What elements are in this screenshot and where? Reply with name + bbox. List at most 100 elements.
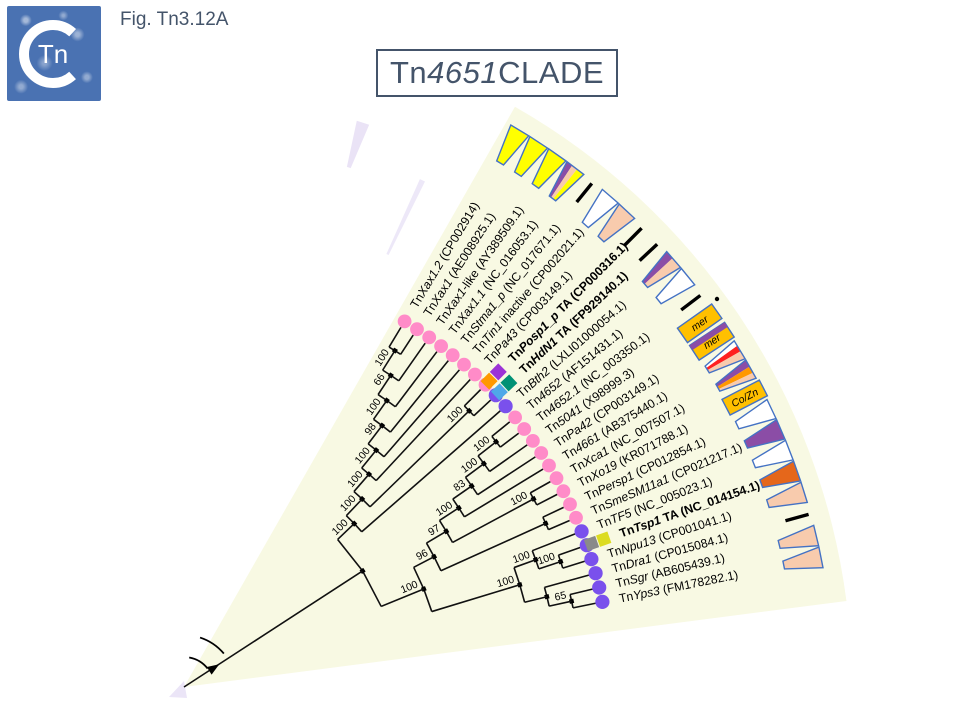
node-marker [557, 558, 564, 565]
tree-branch [431, 584, 521, 613]
tree-branch [544, 574, 590, 589]
taxon-label-part: Tn [568, 457, 587, 476]
taxon-label-part: Tn [552, 430, 572, 450]
leaf-dot [542, 458, 556, 473]
tree-branch [381, 350, 396, 371]
bootstrap-value: 100 [536, 550, 557, 567]
taxon-label-part: Tn [560, 444, 579, 463]
outer-wedge-stripe [642, 251, 673, 284]
tree-branch [477, 441, 497, 457]
taxon-label-part: Dra1 [624, 551, 653, 572]
tree-branch [423, 588, 433, 612]
outer-wedge [704, 339, 747, 374]
tree-branch [465, 462, 485, 478]
tree-branch [399, 334, 414, 355]
taxon-label-part: Tn [589, 499, 608, 517]
figure-label: Fig. Tn3.12A [120, 9, 229, 30]
node-marker [532, 556, 539, 563]
leaf-dot [588, 566, 603, 581]
taxon-label-part: Tn [421, 299, 441, 319]
tree-branch [337, 538, 364, 572]
title-prefix: Tn [389, 55, 428, 90]
tree-branch [440, 522, 547, 572]
tree-branch [548, 600, 572, 607]
leaf-dot [569, 510, 583, 525]
outer-wedge [597, 203, 636, 243]
tree-branch [425, 542, 435, 558]
outer-wedge [777, 524, 820, 550]
tree-branch [394, 351, 438, 408]
outer-wedge-stripe [514, 136, 548, 177]
leaf-dot [397, 314, 412, 329]
title-suffix: CLADE [498, 55, 605, 90]
outer-wedge-stripe [549, 161, 573, 198]
annotation-square [490, 383, 508, 401]
outer-wedge-stripe [496, 125, 529, 165]
tree-branch [473, 399, 492, 417]
taxon-label-part: Tn [618, 522, 637, 540]
stray-dot [714, 296, 720, 302]
tree-branch [413, 556, 435, 569]
tree-branch [383, 369, 461, 458]
tree-branch [491, 421, 511, 437]
taxon-label-part: Tn [614, 574, 631, 591]
annotation-square [480, 372, 498, 390]
leaf-dot [563, 497, 577, 512]
outer-wedge [531, 147, 567, 190]
outer-wedge [765, 481, 809, 509]
root-arc [189, 656, 209, 670]
collapsed-clade-sliver [346, 120, 370, 169]
collapsed-clade-sliver [386, 179, 425, 255]
leaf-dot [584, 552, 599, 567]
outer-wedge-stripe [582, 189, 619, 228]
taxon-label-part: Sgr [628, 569, 651, 587]
outer-wedge [495, 123, 530, 166]
outer-wedge-stripe [553, 169, 584, 201]
leaf-dot [498, 399, 513, 414]
tree-branch [412, 567, 425, 590]
tree-branch [361, 570, 382, 607]
tree-branch [562, 560, 585, 569]
tree-branch [513, 558, 536, 569]
root-arc [199, 636, 225, 655]
outer-wedge-stripe [532, 148, 566, 189]
tree-branch [542, 506, 564, 518]
outer-wedge [782, 546, 824, 570]
tree-branch [375, 379, 471, 482]
logo-c-ring [19, 20, 87, 88]
taxon-label-part: Yps3 [632, 584, 662, 603]
bootstrap-value: 100 [495, 573, 515, 590]
bootstrap-value: 97 [426, 522, 442, 538]
tree-branch [369, 410, 470, 508]
logo-text: Tn [38, 39, 68, 69]
outer-wedge-stripe [598, 204, 635, 242]
outer-dash [784, 512, 810, 523]
bootstrap-value: 66 [371, 371, 388, 388]
annotation-square [583, 535, 600, 552]
leaf-dot [592, 580, 607, 595]
tree-branch [531, 533, 576, 552]
tree-branch [337, 522, 355, 541]
leaf-dot [534, 446, 549, 460]
tree-branch [519, 584, 526, 603]
leaf-dot [422, 330, 437, 345]
taxon-label-part: Tn [446, 317, 466, 337]
tree-branch [538, 560, 561, 570]
outer-wedge [734, 398, 777, 430]
outer-dash [623, 226, 643, 247]
tree-branch [499, 432, 520, 448]
outer-wedge [641, 250, 682, 289]
root-arrowhead [206, 664, 220, 675]
taxon-label-part: Tn [606, 543, 624, 561]
leaf-dot [556, 484, 571, 499]
tncentral-logo: Tn [7, 6, 101, 101]
collapsed-clade-sliver [169, 681, 187, 698]
outer-wedge-stripe [706, 345, 741, 371]
outer-dash [575, 182, 594, 204]
outer-wedge-stripe [778, 525, 819, 549]
slide-title: Tn 4651 CLADE [376, 49, 618, 97]
outer-dash [680, 294, 702, 312]
leaf-dot [508, 410, 522, 425]
leaf-dot [549, 471, 564, 486]
tree-branch [389, 360, 449, 433]
